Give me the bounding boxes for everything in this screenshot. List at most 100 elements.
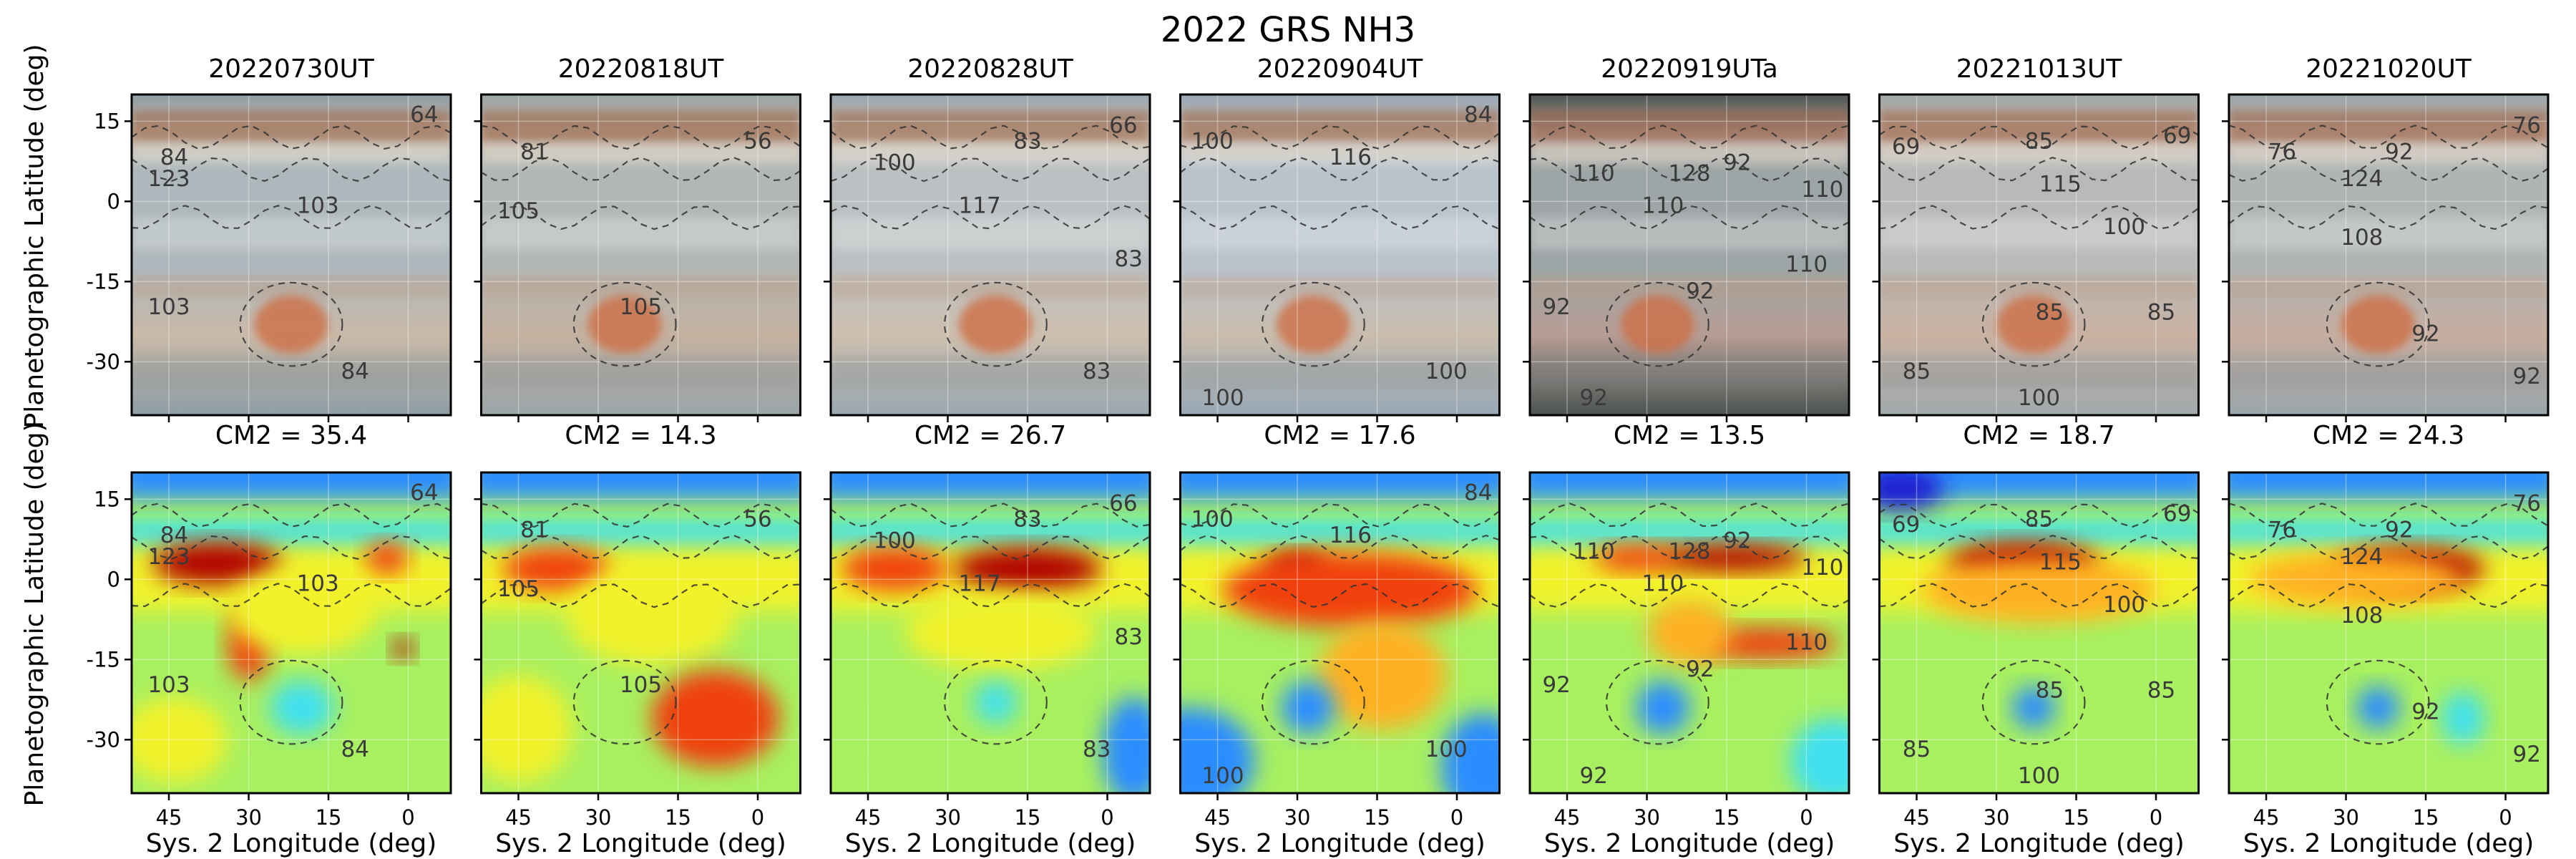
- contour-line: [1180, 125, 1500, 150]
- x-tick-label: 30: [1984, 805, 2010, 830]
- contour-label: 105: [620, 672, 662, 698]
- panel-cm2-title: CM2 = 18.7: [1963, 421, 2114, 450]
- great-red-spot: [2341, 295, 2415, 354]
- contour-label: 110: [1801, 555, 1843, 581]
- panel-cm2-title: CM2 = 24.3: [2313, 421, 2464, 450]
- panel-title: 20221013UT: [1956, 54, 2123, 84]
- grid: [132, 472, 451, 793]
- panel-frame: [2228, 93, 2550, 417]
- contour-label: 84: [341, 737, 369, 762]
- contour-label: 83: [1013, 507, 1041, 533]
- y-axis-label-bottom: Planetographic Latitude (deg): [20, 422, 49, 806]
- x-tick-label: 30: [235, 805, 262, 830]
- grid: [1530, 94, 1849, 415]
- contour-line: [2229, 157, 2548, 182]
- contour-line: [1879, 205, 2199, 230]
- contour-line: [481, 583, 801, 608]
- x-axis-label: Sys. 2 Longitude (deg): [2243, 829, 2534, 858]
- contour-label: 100: [1201, 385, 1244, 411]
- x-tick-label: 45: [1903, 805, 1930, 830]
- contour-label: 92: [1686, 278, 1714, 304]
- nh3-heatmap-panel: 69 85 115 69 100 85 85 85 100 45 30 15 0: [1872, 471, 2200, 830]
- x-axis-label: Sys. 2 Longitude (deg): [1893, 829, 2185, 858]
- contour-line: [1981, 659, 2086, 745]
- x-tick-label: 15: [665, 805, 691, 830]
- x-tick-label: 45: [1204, 805, 1231, 830]
- contour-label: 92: [2385, 140, 2413, 165]
- heatmap-blob: [481, 675, 572, 783]
- x-tick-label: 15: [1714, 805, 1740, 830]
- contour-label: 100: [1201, 763, 1244, 789]
- y-tick-label: 0: [107, 567, 120, 591]
- panel-frame: [1179, 93, 1501, 417]
- contour-label: 110: [1641, 193, 1684, 218]
- contour-label: 69: [1892, 512, 1920, 538]
- heatmap-blob: [1790, 718, 1849, 793]
- grid: [2229, 94, 2548, 415]
- contour-label: 100: [1425, 359, 1468, 384]
- contour-line: [132, 583, 451, 608]
- heatmap-blob: [1636, 681, 1689, 734]
- heatmap-blob: [2441, 691, 2484, 745]
- y-tick-label: -15: [87, 269, 120, 293]
- contour-line: [831, 157, 1150, 183]
- contour-label: 69: [1892, 134, 1920, 160]
- contour-label: 92: [1542, 294, 1570, 320]
- contour-line: [943, 281, 1048, 367]
- contour-line: [1180, 534, 1500, 559]
- contour-label: 92: [1579, 763, 1607, 789]
- contour-line: [1605, 281, 1709, 367]
- contour-label: 92: [1723, 150, 1751, 176]
- x-tick-label: 0: [2150, 805, 2162, 830]
- contour-line: [831, 535, 1150, 560]
- panel-title: 20220919UTa: [1601, 54, 1778, 84]
- contour-label: 85: [2036, 300, 2064, 326]
- contour-label: 83: [1083, 359, 1111, 384]
- contour-label: 84: [160, 145, 188, 170]
- panel-frame: [130, 471, 452, 795]
- contour-line: [132, 535, 451, 560]
- contour-line: [2229, 205, 2548, 230]
- x-tick-label: 30: [935, 805, 961, 830]
- contour-line: [481, 205, 801, 230]
- contour-label: 115: [2039, 549, 2082, 575]
- contour-label: 124: [2341, 166, 2383, 192]
- contour-line: [1879, 583, 2199, 608]
- contour-label: 100: [874, 528, 916, 554]
- heatmap-blob: [227, 568, 376, 654]
- photo-panel: 110 128 92 110 110 110 92 92 92: [1523, 93, 1850, 422]
- panel-frame: [1878, 93, 2200, 417]
- contour-label: 64: [410, 480, 438, 505]
- contour-label: 103: [147, 672, 190, 698]
- contour-label: 110: [1573, 161, 1615, 187]
- x-tick-label: 15: [1364, 805, 1390, 830]
- heatmap-blob: [366, 542, 409, 574]
- heatmap-blob: [1102, 697, 1150, 793]
- great-red-spot: [587, 295, 662, 354]
- grid: [481, 94, 801, 415]
- contour-line: [481, 503, 801, 528]
- x-tick-label: 30: [1634, 805, 1660, 830]
- contour-label: 92: [2513, 742, 2541, 767]
- great-red-spot: [1621, 295, 1694, 354]
- contour-line: [239, 281, 343, 367]
- panel-title: 20220904UT: [1257, 54, 1424, 84]
- nh3-heatmap-panel: 100 83 117 66 83 83 45 30 15 0: [824, 471, 1151, 830]
- contour-label: 110: [1785, 251, 1828, 277]
- contour-line: [1261, 281, 1365, 367]
- contour-line: [239, 659, 343, 745]
- panel-frame: [1878, 471, 2200, 795]
- contour-label: 81: [520, 140, 548, 165]
- heatmap-blob: [1879, 472, 1943, 510]
- contour-label: 66: [1109, 490, 1137, 516]
- panel-title: 20220730UT: [208, 54, 375, 84]
- contour-label: 105: [620, 294, 662, 320]
- contour-line: [1180, 583, 1500, 608]
- contour-label: 108: [2341, 603, 2383, 629]
- contour-line: [1879, 535, 2199, 560]
- panel-frame: [1179, 471, 1501, 795]
- contour-label: 117: [959, 571, 1001, 596]
- heatmap-blob: [152, 542, 281, 585]
- contour-label: 117: [959, 193, 1001, 218]
